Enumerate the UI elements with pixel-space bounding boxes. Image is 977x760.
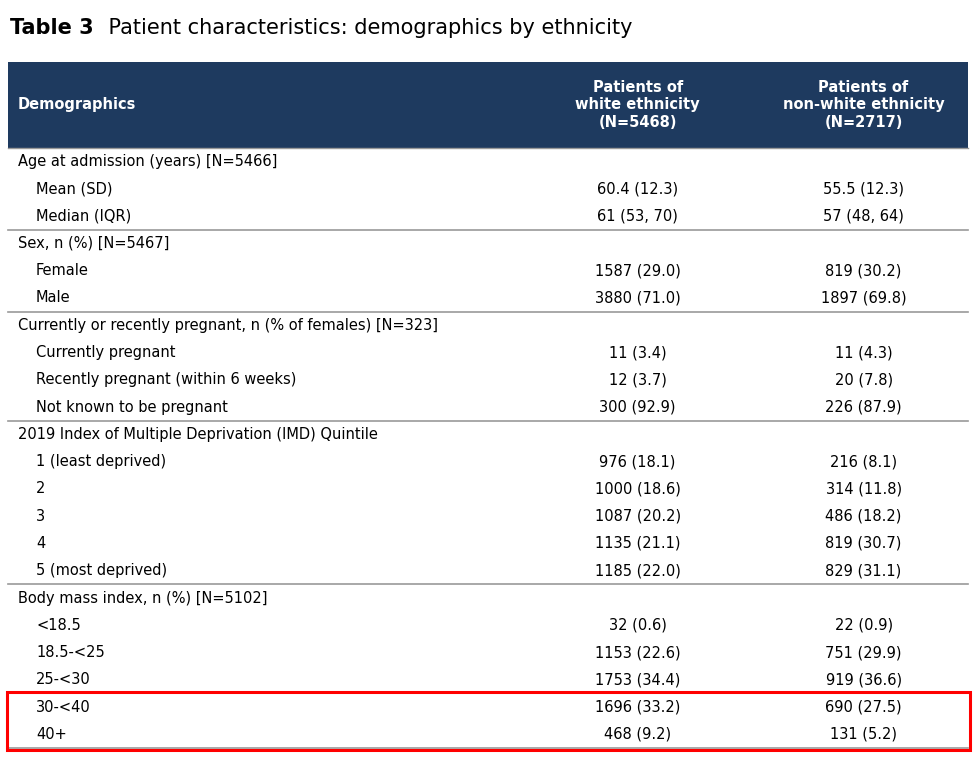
Text: 20 (7.8): 20 (7.8) [833,372,892,388]
Text: Currently or recently pregnant, n (% of females) [N=323]: Currently or recently pregnant, n (% of … [18,318,438,333]
Text: 829 (31.1): 829 (31.1) [825,563,901,578]
Text: 32 (0.6): 32 (0.6) [608,618,666,633]
Text: 57 (48, 64): 57 (48, 64) [823,209,903,223]
Text: 226 (87.9): 226 (87.9) [825,400,901,415]
Text: Patient characteristics: demographics by ethnicity: Patient characteristics: demographics by… [82,18,632,38]
Text: 2: 2 [36,481,45,496]
Text: 4: 4 [36,536,45,551]
Text: 30-<40: 30-<40 [36,700,91,714]
Text: 5 (most deprived): 5 (most deprived) [36,563,167,578]
Text: 2019 Index of Multiple Deprivation (IMD) Quintile: 2019 Index of Multiple Deprivation (IMD)… [18,427,377,442]
Text: 468 (9.2): 468 (9.2) [604,727,670,742]
Text: 919 (36.6): 919 (36.6) [825,673,901,687]
Text: Female: Female [36,263,89,278]
Text: 55.5 (12.3): 55.5 (12.3) [823,182,903,196]
Text: 1753 (34.4): 1753 (34.4) [594,673,680,687]
Text: 11 (3.4): 11 (3.4) [609,345,665,360]
Text: 751 (29.9): 751 (29.9) [825,645,901,660]
Text: 12 (3.7): 12 (3.7) [608,372,666,388]
Text: Demographics: Demographics [18,97,136,112]
Text: Not known to be pregnant: Not known to be pregnant [36,400,228,415]
Text: 1000 (18.6): 1000 (18.6) [594,481,680,496]
Text: 60.4 (12.3): 60.4 (12.3) [597,182,677,196]
Text: 3: 3 [36,508,45,524]
Text: 1587 (29.0): 1587 (29.0) [594,263,680,278]
Text: 1185 (22.0): 1185 (22.0) [594,563,680,578]
Text: Sex, n (%) [N=5467]: Sex, n (%) [N=5467] [18,236,169,251]
Text: 1696 (33.2): 1696 (33.2) [594,700,680,714]
Text: Patients of
white ethnicity
(N=5468): Patients of white ethnicity (N=5468) [574,80,700,130]
Bar [7,692,968,749]
Text: Table 3: Table 3 [10,18,94,38]
Text: 1 (least deprived): 1 (least deprived) [36,454,166,469]
Text: 18.5-<25: 18.5-<25 [36,645,105,660]
Text: Patients of
non-white ethnicity
(N=2717): Patients of non-white ethnicity (N=2717) [782,80,944,130]
Text: 1135 (21.1): 1135 (21.1) [594,536,680,551]
Text: 131 (5.2): 131 (5.2) [829,727,896,742]
Text: 3880 (71.0): 3880 (71.0) [594,290,680,306]
Text: 314 (11.8): 314 (11.8) [825,481,901,496]
Text: 976 (18.1): 976 (18.1) [599,454,675,469]
Bar [8,62,967,148]
Text: 486 (18.2): 486 (18.2) [825,508,901,524]
Text: Age at admission (years) [N=5466]: Age at admission (years) [N=5466] [18,154,277,169]
Text: Mean (SD): Mean (SD) [36,182,112,196]
Text: Median (IQR): Median (IQR) [36,209,131,223]
Text: 1087 (20.2): 1087 (20.2) [594,508,680,524]
Text: Recently pregnant (within 6 weeks): Recently pregnant (within 6 weeks) [36,372,296,388]
Text: Currently pregnant: Currently pregnant [36,345,175,360]
Text: <18.5: <18.5 [36,618,81,633]
Text: 1153 (22.6): 1153 (22.6) [594,645,680,660]
Text: 216 (8.1): 216 (8.1) [829,454,896,469]
Text: 690 (27.5): 690 (27.5) [825,700,901,714]
Text: 22 (0.9): 22 (0.9) [833,618,892,633]
Text: 300 (92.9): 300 (92.9) [599,400,675,415]
Text: 819 (30.7): 819 (30.7) [825,536,901,551]
Text: Male: Male [36,290,70,306]
Text: 25-<30: 25-<30 [36,673,91,687]
Text: Body mass index, n (%) [N=5102]: Body mass index, n (%) [N=5102] [18,591,268,606]
Text: 61 (53, 70): 61 (53, 70) [597,209,677,223]
Text: 40+: 40+ [36,727,66,742]
Text: 1897 (69.8): 1897 (69.8) [820,290,906,306]
Text: 819 (30.2): 819 (30.2) [825,263,901,278]
Text: 11 (4.3): 11 (4.3) [834,345,891,360]
